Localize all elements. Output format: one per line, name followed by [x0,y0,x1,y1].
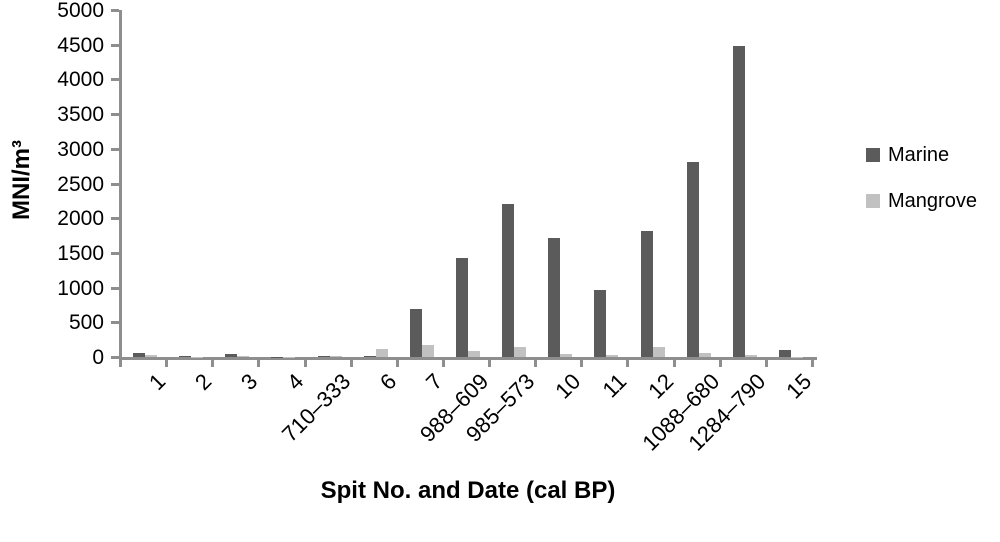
bar-chart: MNI/m³ Spit No. and Date (cal BP) Marine… [0,0,1000,516]
y-tick [111,321,119,324]
y-tick-label-4500: 4500 [24,35,104,56]
y-tick [111,252,119,255]
x-tick [119,360,122,367]
x-tick [442,360,445,367]
y-tick [111,183,119,186]
bar-mangrove-10 [560,354,572,357]
x-tick [673,360,676,367]
y-tick [111,356,119,359]
bar-mangrove-988–609 [468,351,480,357]
bar-mangrove-985–573 [514,347,526,357]
x-tick [396,360,399,367]
bar-mangrove-7 [422,345,434,357]
y-tick [111,113,119,116]
bar-mangrove-710–333 [330,356,342,357]
y-tick-label-2000: 2000 [24,208,104,229]
x-tick [626,360,629,367]
x-tick [580,360,583,367]
mangrove-swatch-icon [866,194,880,208]
y-tick-label-1000: 1000 [24,278,104,299]
bar-mangrove-1 [145,355,157,357]
y-tick-label-3000: 3000 [24,139,104,160]
legend-item-mangrove: Mangrove [866,191,977,211]
bar-mangrove-11 [606,355,618,357]
y-tick-label-500: 500 [24,312,104,333]
y-tick [111,217,119,220]
marine-swatch-icon [866,148,880,162]
legend-item-marine: Marine [866,145,977,165]
bar-marine-1088–680 [687,162,699,357]
bar-mangrove-3 [237,356,249,357]
y-tick [111,287,119,290]
y-tick [111,44,119,47]
bar-mangrove-1284–790 [745,355,757,357]
bar-marine-1 [133,353,145,357]
y-tick [111,148,119,151]
x-tick [211,360,214,367]
bar-marine-7 [410,309,422,357]
bar-marine-10 [548,238,560,357]
y-tick-label-4000: 4000 [24,69,104,90]
legend: Marine Mangrove [866,145,977,237]
bar-marine-985–573 [502,204,514,357]
bar-mangrove-12 [653,347,665,357]
y-tick-label-0: 0 [24,347,104,368]
x-axis-line [119,357,817,360]
y-tick [111,9,119,12]
bar-marine-6 [364,356,376,357]
legend-label-marine: Marine [888,145,949,165]
bar-marine-11 [594,290,606,357]
bar-marine-1284–790 [733,46,745,357]
x-tick [257,360,260,367]
y-tick-label-3500: 3500 [24,104,104,125]
bar-mangrove-6 [376,349,388,357]
bar-marine-710–333 [318,356,330,357]
x-tick [304,360,307,367]
y-tick [111,78,119,81]
y-tick-label-2500: 2500 [24,174,104,195]
bar-marine-12 [641,231,653,357]
y-tick-label-5000: 5000 [24,0,104,21]
bar-mangrove-1088–680 [699,353,711,357]
legend-label-mangrove: Mangrove [888,191,977,211]
x-tick [534,360,537,367]
bar-marine-15 [779,350,791,357]
bar-marine-3 [225,354,237,357]
x-tick [719,360,722,367]
bar-marine-2 [179,356,191,357]
y-axis-line [119,10,122,360]
x-tick [765,360,768,367]
y-tick-label-1500: 1500 [24,243,104,264]
x-tick [488,360,491,367]
x-tick [165,360,168,367]
bar-marine-988–609 [456,258,468,357]
x-tick [811,360,814,367]
x-tick [350,360,353,367]
